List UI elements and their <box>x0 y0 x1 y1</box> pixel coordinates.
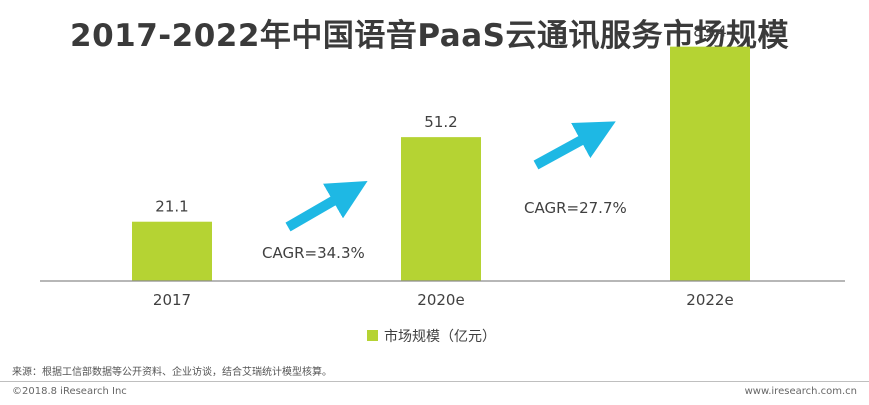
data-label-2022e: 83.4 <box>693 23 726 41</box>
data-label-2020e: 51.2 <box>424 113 457 131</box>
data-labels-group: 21.1 51.2 83.4 <box>155 23 726 216</box>
page-title: 2017-2022年中国语音PaaS云通讯服务市场规模 <box>70 18 789 54</box>
footer-divider <box>0 381 869 382</box>
bars-group <box>132 46 750 282</box>
bar-2017 <box>132 221 212 281</box>
x-tick-label-2017: 2017 <box>153 291 191 309</box>
x-tick-label-2022e: 2022e <box>686 291 733 309</box>
cagr-label-2: CAGR=27.7% <box>524 199 627 217</box>
bar-2022e <box>670 46 750 282</box>
website-url[interactable]: www.iresearch.com.cn <box>744 386 857 397</box>
bar-chart: 21.151.283.4 2017 2020e 2022e CAGR=34.3%CA… <box>40 23 845 345</box>
x-tick-label-2020e: 2020e <box>417 291 464 309</box>
cagr-annotations-group: CAGR=34.3% CAGR=27.7% <box>262 121 627 262</box>
cagr-arrow-icon-2 <box>533 121 616 170</box>
source-note: 来源：根据工信部数据等公开资料、企业访谈，结合艾瑞统计模型核算。 <box>12 367 332 378</box>
legend-swatch <box>367 330 378 341</box>
bar-2020e <box>401 137 481 281</box>
cagr-arrow-icon-1 <box>285 180 368 232</box>
legend-label: 市场规模（亿元） <box>384 328 496 345</box>
cagr-label-1: CAGR=34.3% <box>262 244 365 262</box>
copyright-text: ©2018.8 iResearch Inc <box>12 386 127 397</box>
data-label-2017: 21.1 <box>155 198 188 216</box>
legend: 市场规模（亿元） <box>367 328 496 345</box>
x-tick-labels-group: 2017 2020e 2022e <box>153 291 734 309</box>
